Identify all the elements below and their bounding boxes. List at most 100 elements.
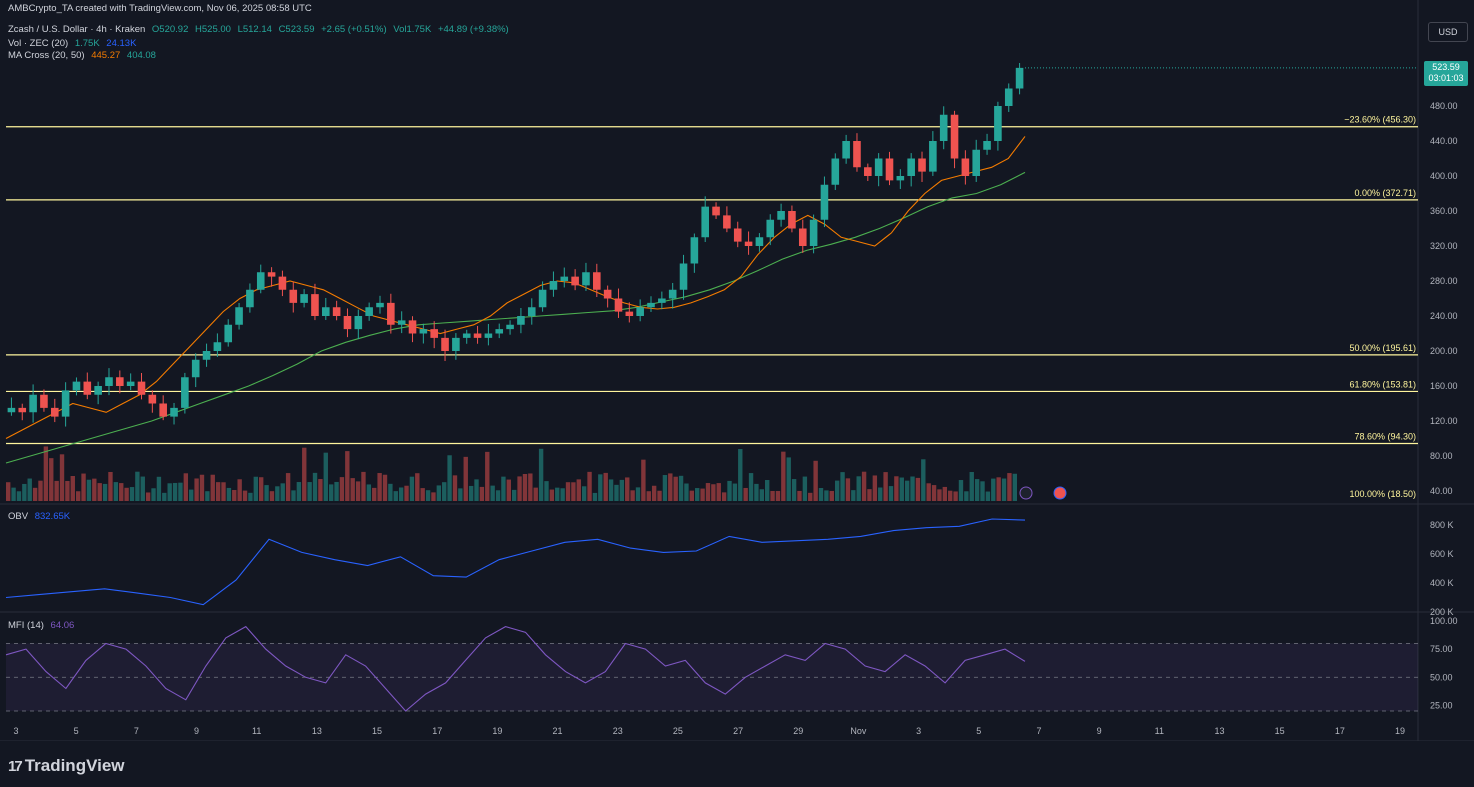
- volume-bar: [307, 482, 312, 501]
- candle-body: [1015, 67, 1024, 89]
- mfi-label[interactable]: MFI (14) 64.06: [8, 620, 78, 631]
- volume-bar: [517, 476, 522, 501]
- candle-body: [387, 302, 395, 325]
- candle-body: [777, 211, 785, 220]
- volume-bar: [598, 474, 603, 501]
- price-tick: 400.00: [1430, 171, 1458, 181]
- volume-bar: [388, 483, 393, 501]
- volume-bar: [587, 471, 592, 501]
- volume-bar: [312, 472, 318, 501]
- volume-bar: [32, 487, 38, 501]
- candle-body: [636, 307, 644, 316]
- symbol-line: Zcash / U.S. Dollar · 4h · Kraken O520.9…: [8, 24, 513, 35]
- candle-body: [679, 263, 688, 290]
- volume-bar: [97, 483, 102, 501]
- volume-bar: [350, 478, 355, 501]
- volume-bar: [678, 475, 684, 501]
- volume-bar: [167, 483, 172, 501]
- ma50-line: [5, 171, 1026, 464]
- volume-bar: [49, 458, 54, 501]
- volume-bar: [27, 478, 32, 501]
- volume-bar: [259, 477, 264, 501]
- candle-body: [798, 228, 807, 246]
- volume-bar: [619, 479, 625, 501]
- volume-bar: [921, 459, 926, 501]
- volume-bar: [668, 473, 673, 501]
- candle-body: [538, 289, 547, 308]
- candle-body: [430, 329, 438, 338]
- volume-bar: [334, 481, 339, 501]
- volume-bar: [237, 479, 242, 501]
- volume-bar: [501, 476, 506, 501]
- fib-label: 0.00% (372.71): [1354, 188, 1416, 198]
- volume-bar: [102, 483, 108, 501]
- volume-indicator-label[interactable]: Vol · ZEC (20) 1.75K 24.13K: [8, 38, 140, 49]
- candle-body: [582, 272, 590, 286]
- candle-body: [397, 320, 406, 325]
- price-tick: 240.00: [1430, 311, 1458, 321]
- volume-bar: [824, 490, 829, 501]
- volume-bar: [431, 492, 436, 501]
- volume-bar: [851, 490, 856, 501]
- volume-bar: [43, 446, 49, 501]
- mfi-tick: 75.00: [1430, 644, 1453, 654]
- last-price: 523.59: [1432, 62, 1460, 72]
- volume-bar: [743, 487, 748, 501]
- ma-label: MA Cross (20, 50): [8, 50, 85, 61]
- candle-body: [191, 359, 200, 378]
- volume-bar: [328, 484, 334, 501]
- currency-button[interactable]: USD: [1428, 22, 1468, 42]
- candle-body: [495, 329, 504, 334]
- volume-bar: [775, 491, 781, 501]
- candle-body: [723, 215, 731, 229]
- tradingview-icon: 17: [8, 758, 23, 775]
- price-tick: 120.00: [1430, 416, 1458, 426]
- candle-body: [452, 337, 460, 351]
- volume-bar: [398, 487, 404, 501]
- volume-bar: [119, 483, 124, 501]
- volume-bar: [980, 481, 985, 501]
- volume-bar: [248, 492, 253, 501]
- volume-bar: [113, 482, 119, 501]
- mfi-tick: 50.00: [1430, 672, 1453, 682]
- obv-label[interactable]: OBV 832.65K: [8, 511, 74, 522]
- volume-bar: [232, 489, 237, 501]
- candle-body: [593, 272, 601, 290]
- time-tick: 15: [372, 726, 382, 736]
- volume-bar: [86, 479, 92, 501]
- candle-body: [484, 333, 493, 338]
- candle-body: [278, 276, 287, 290]
- volume-bar: [447, 455, 452, 501]
- volume-bar: [953, 491, 958, 501]
- volume-bar: [1001, 478, 1007, 501]
- mfi-line: [5, 625, 1026, 712]
- volume-bar: [899, 477, 904, 501]
- volume-bar: [345, 451, 350, 501]
- volume-bar: [894, 476, 899, 501]
- volume-bar: [269, 491, 275, 501]
- volume-bar: [22, 483, 27, 501]
- volume-bar: [888, 486, 894, 501]
- ohlc-volume-change: +44.89 (+9.38%): [437, 24, 509, 35]
- volume-bar: [124, 487, 129, 501]
- volume-bar: [382, 474, 388, 501]
- volume-bar: [355, 481, 361, 501]
- ma-cross-label[interactable]: MA Cross (20, 50) 445.27 404.08: [8, 50, 160, 61]
- volume-bar: [996, 477, 1001, 501]
- candle-body: [549, 281, 558, 290]
- candle-body: [321, 307, 330, 316]
- volume-bar: [904, 480, 910, 501]
- price-chart[interactable]: 40.00 80.00 120.00 160.00 200.00 240.00 280.00…: [0, 0, 1474, 741]
- candle-body: [94, 386, 102, 395]
- volume-bar: [415, 473, 420, 501]
- obv-line: [5, 518, 1026, 606]
- candle-body: [733, 228, 742, 242]
- volume-bar: [1012, 473, 1017, 501]
- obv-tick: 600 K: [1430, 549, 1454, 559]
- time-tick: 5: [74, 726, 79, 736]
- tradingview-logo[interactable]: 17 TradingView: [8, 756, 125, 776]
- time-tick: 5: [976, 726, 981, 736]
- candle-body: [116, 377, 124, 386]
- time-tick: 3: [13, 726, 18, 736]
- volume-bar: [759, 489, 764, 501]
